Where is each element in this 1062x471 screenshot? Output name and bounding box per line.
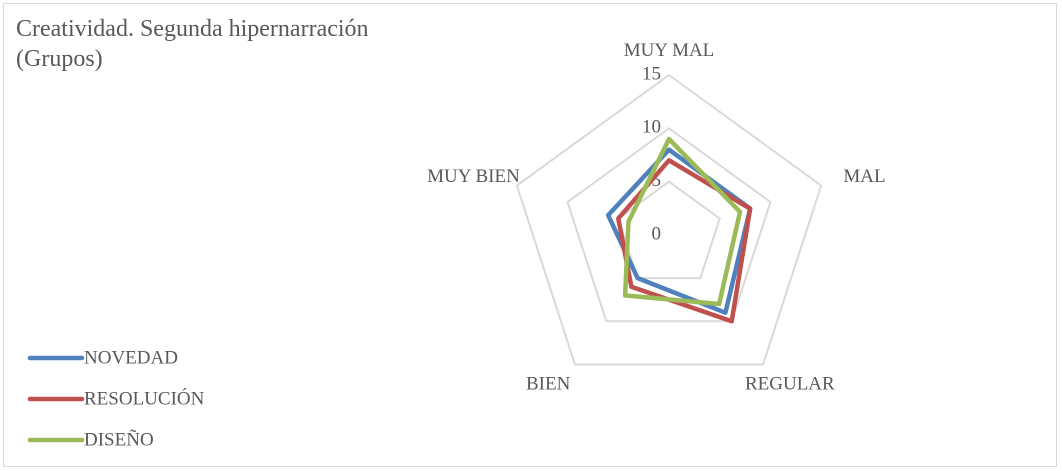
legend-label: NOVEDAD [84, 347, 178, 368]
chart-title: Creatividad. Segunda hipernarración (Gru… [16, 16, 369, 72]
series-line [616, 158, 753, 324]
grid-ring [617, 180, 721, 280]
grid-ring [566, 127, 772, 323]
category-label: MUY MAL [624, 40, 715, 61]
r-tick-label: 10 [642, 117, 661, 138]
r-tick-label: 5 [652, 170, 662, 191]
category-label: MAL [843, 166, 885, 187]
series-line [622, 136, 743, 307]
r-tick-label: 0 [652, 223, 662, 244]
category-label: REGULAR [745, 374, 835, 395]
category-label: BIEN [526, 374, 571, 395]
r-tick-label: 15 [642, 63, 661, 84]
legend-label: DISEÑO [84, 428, 154, 450]
category-label: MUY BIEN [427, 166, 520, 187]
grid-ring [515, 73, 823, 366]
chart-frame [3, 3, 1057, 467]
legend-label: RESOLUCIÓN [84, 387, 205, 409]
